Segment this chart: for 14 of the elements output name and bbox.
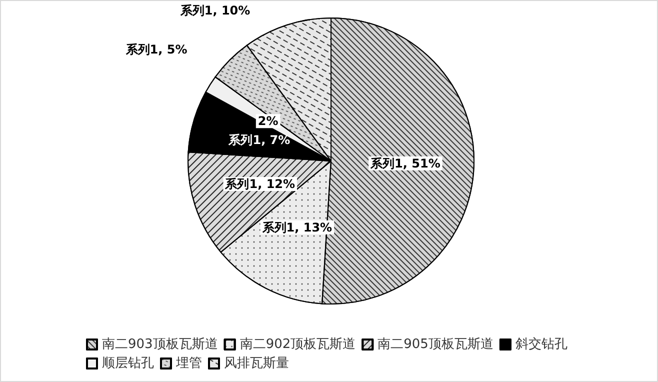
data-label: 系列1, 7% <box>228 133 290 148</box>
data-label: 系列1, 10% <box>179 4 250 18</box>
data-label: 2% <box>258 114 278 128</box>
legend-label: 埋管 <box>175 356 202 371</box>
legend-label: 南二905顶板瓦斯道 <box>378 337 494 352</box>
data-label: 系列1, 12% <box>224 177 296 192</box>
data-label: 系列1, 5% <box>124 42 188 56</box>
data-label: 系列1, 51% <box>370 156 440 170</box>
legend-label: 南二902顶板瓦斯道 <box>240 337 356 352</box>
legend-label: 顺层钻孔 <box>102 356 154 371</box>
legend-label: 斜交钻孔 <box>515 336 568 352</box>
data-label: 系列1, 13% <box>261 220 332 234</box>
legend-label: 南二903顶板瓦斯道 <box>102 337 218 352</box>
legend-label: 风排瓦斯量 <box>224 356 289 371</box>
